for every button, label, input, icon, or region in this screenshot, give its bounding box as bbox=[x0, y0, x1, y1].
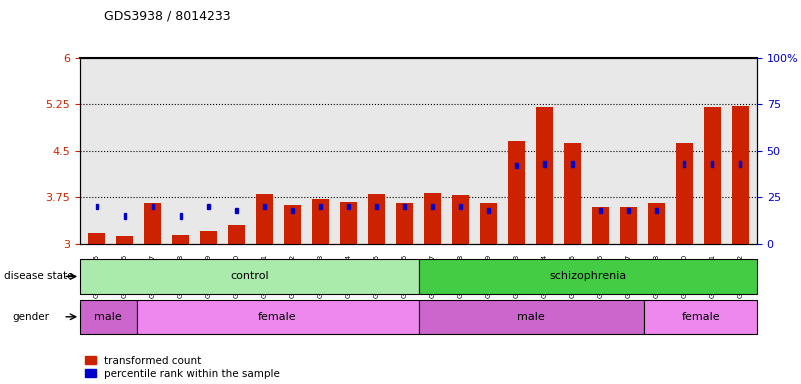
Bar bbox=[592, 207, 609, 244]
Bar bbox=[543, 161, 545, 167]
Bar bbox=[284, 205, 301, 244]
Bar bbox=[368, 194, 385, 244]
Bar bbox=[711, 161, 714, 167]
Bar bbox=[704, 107, 721, 244]
Bar bbox=[123, 213, 126, 219]
Bar bbox=[179, 213, 182, 219]
Bar bbox=[320, 204, 322, 209]
Bar bbox=[424, 193, 441, 244]
Bar bbox=[144, 204, 161, 244]
Bar bbox=[228, 225, 245, 244]
Bar bbox=[348, 204, 350, 209]
Bar bbox=[515, 163, 517, 169]
Bar bbox=[116, 237, 133, 244]
Text: female: female bbox=[258, 312, 297, 322]
Bar bbox=[95, 204, 99, 209]
Legend: transformed count, percentile rank within the sample: transformed count, percentile rank withi… bbox=[86, 356, 280, 379]
Text: control: control bbox=[230, 271, 268, 281]
Bar bbox=[564, 143, 581, 244]
Text: gender: gender bbox=[12, 312, 49, 322]
Bar bbox=[459, 204, 461, 209]
Bar bbox=[732, 106, 749, 244]
Bar bbox=[655, 207, 658, 213]
Bar bbox=[571, 161, 574, 167]
Bar bbox=[627, 207, 630, 213]
Bar bbox=[480, 204, 497, 244]
Bar bbox=[264, 204, 266, 209]
Bar bbox=[207, 204, 210, 209]
Bar bbox=[431, 204, 434, 209]
Bar bbox=[487, 207, 489, 213]
Bar bbox=[536, 107, 553, 244]
FancyBboxPatch shape bbox=[418, 259, 757, 294]
Bar bbox=[508, 141, 525, 244]
Bar bbox=[676, 143, 693, 244]
Bar bbox=[452, 195, 469, 244]
Bar bbox=[292, 207, 294, 213]
Bar bbox=[235, 207, 238, 213]
Bar bbox=[683, 161, 686, 167]
Text: female: female bbox=[681, 312, 720, 322]
FancyBboxPatch shape bbox=[80, 300, 136, 334]
FancyBboxPatch shape bbox=[80, 259, 418, 294]
Text: schizophrenia: schizophrenia bbox=[549, 271, 626, 281]
FancyBboxPatch shape bbox=[418, 300, 644, 334]
Text: male: male bbox=[517, 312, 545, 322]
Bar bbox=[620, 207, 637, 244]
Bar bbox=[403, 204, 406, 209]
FancyBboxPatch shape bbox=[136, 300, 418, 334]
Bar bbox=[739, 161, 742, 167]
Bar bbox=[648, 204, 665, 244]
Bar bbox=[340, 202, 357, 244]
Bar bbox=[151, 204, 154, 209]
Text: male: male bbox=[95, 312, 123, 322]
Bar bbox=[312, 199, 329, 244]
Bar bbox=[599, 207, 602, 213]
Bar bbox=[200, 232, 217, 244]
Bar bbox=[396, 204, 413, 244]
Bar bbox=[172, 235, 189, 244]
FancyBboxPatch shape bbox=[644, 300, 757, 334]
Text: GDS3938 / 8014233: GDS3938 / 8014233 bbox=[104, 10, 231, 23]
Bar bbox=[256, 194, 273, 244]
Bar bbox=[376, 204, 378, 209]
Text: disease state: disease state bbox=[4, 271, 74, 281]
Bar bbox=[88, 233, 105, 244]
